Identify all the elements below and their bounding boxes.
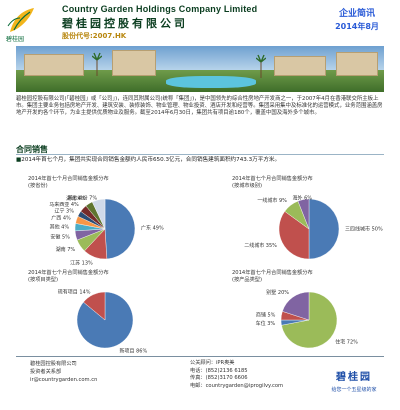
banner-building	[274, 56, 326, 76]
footer-pr-fax: 传真：(852)3170 6606	[190, 375, 248, 381]
pie-slice-label: 一线城市 9%	[257, 197, 287, 204]
brief-date: 2014年8月	[335, 22, 379, 31]
pie-slice-label: 广西 4%	[51, 215, 71, 222]
sales-summary-text: 2014年首七个月，集团共实现合同销售金额约人民币650.3亿元，合同销售建筑面…	[21, 157, 281, 163]
page-header: 碧桂园 Country Garden Holdings Company Limi…	[0, 0, 400, 46]
footer-company-name: 碧桂园控股有限公司	[30, 361, 77, 367]
footer-contact-pr: 公关顾问：iPR奥美 电话：(852)2136 6185 传真：(852)317…	[190, 360, 283, 390]
chart-caption-line: (按项目类型)	[28, 276, 58, 283]
pie-slice-label: 湖南 7%	[56, 246, 76, 253]
pie-slice-label: 安徽 5%	[50, 234, 70, 241]
pie-slice-label: 辽宁 3%	[54, 207, 74, 214]
chart-caption-line: 2014年首七个月合同销售金额分布	[28, 176, 109, 182]
brief-title-box: 企业简讯 2014年8月	[322, 6, 392, 40]
footer-email-link[interactable]: ir@countrygarden.com.cn	[30, 377, 98, 383]
pie-chart-project-type: 新项目 86% 现有项目 14%	[58, 289, 148, 354]
banner-building	[24, 54, 84, 76]
pie-slice	[104, 198, 136, 260]
brief-title: 企业简讯	[338, 9, 375, 19]
footer-pr-name: 公关顾问：iPR奥美	[190, 360, 235, 366]
pie-slice	[308, 198, 340, 260]
pie-slice	[297, 198, 310, 230]
footer-department: 投资者关系部	[30, 369, 62, 375]
chart-caption-4: 2014年首七个月合同销售金额分布 (按产品类型)	[232, 270, 313, 284]
pie-slice-label: 现有项目 14%	[58, 289, 91, 296]
pie-slice-label: 江苏 13%	[70, 260, 93, 267]
footer-contact-company: 碧桂园控股有限公司 投资者关系部 ir@countrygarden.com.cn	[30, 360, 97, 384]
palm-tree-icon	[92, 52, 102, 76]
pie-slice-label: 商铺 5%	[256, 311, 276, 318]
pie-slice	[282, 291, 310, 321]
pie-chart-province: 广东 49% 江苏 13% 湖南 7% 安徽 5% 其他 4%广西 4%辽宁 3%马来西…	[49, 195, 164, 267]
banner-building	[112, 50, 156, 76]
footer-divider	[16, 356, 384, 357]
leaf-logo-icon	[7, 8, 34, 32]
pie-slice-label: 其他 4%	[50, 223, 70, 230]
pie-slice-label: 新项目 86%	[120, 347, 148, 354]
bullet-icon: ■	[16, 157, 22, 163]
chart-caption-1: 2014年首七个月合同销售金额分布 (按省份)	[28, 176, 109, 190]
footer-brand-logo: 碧桂园 给您一个五星级的家	[318, 358, 390, 402]
chart-caption-line: 2014年首七个月合同销售金额分布	[28, 270, 109, 276]
resort-photo-banner	[16, 46, 384, 92]
pie-slice-label: 三四线城市 50%	[345, 226, 383, 233]
footer-pr-email-link[interactable]: 电邮：countrygarden@iprogilvy.com	[190, 382, 284, 389]
pie-slice-label: 车位 3%	[256, 320, 276, 327]
pie-slice	[278, 211, 310, 260]
chart-caption-line: (按产品类型)	[232, 276, 262, 283]
pie-chart-product-type: 住宅 72% 车位 3% 商铺 5% 别墅 20%	[256, 289, 358, 349]
chart-caption-line: 2014年首七个月合同销售金额分布	[232, 176, 313, 182]
banner-building	[336, 52, 378, 76]
pie-slice	[91, 198, 106, 230]
chart-caption-line: (按城市级别)	[232, 182, 262, 189]
company-name-cn: 碧桂园控股有限公司	[62, 17, 188, 30]
chart-caption-line: 2014年首七个月合同销售金额分布	[232, 270, 313, 276]
pie-slice-label: 住宅 72%	[335, 338, 358, 345]
pie-slice	[83, 291, 106, 321]
palm-tree-icon	[256, 54, 266, 78]
pie-slice-label: 广东 49%	[141, 225, 164, 232]
banner-pool	[166, 76, 256, 88]
company-intro: 碧桂园控股有限公司(「碧桂园」或「公司」)，连同其附属公司(统称「集团」)，是中…	[16, 96, 383, 117]
pie-slice-label: 海外 6%	[293, 195, 313, 202]
pie-slice	[281, 291, 338, 349]
footer-brand-name: 碧桂园	[336, 372, 372, 383]
pie-slice-label: 二线城市 35%	[244, 242, 277, 249]
pie-slice-label: 马来西亚 4%	[49, 201, 79, 208]
chart-caption-3: 2014年首七个月合同销售金额分布 (按项目类型)	[28, 270, 109, 284]
logo-text: 碧桂园	[6, 36, 25, 43]
section-divider	[16, 154, 384, 155]
stock-code: 股份代号:2007.HK	[62, 32, 127, 40]
company-name-en: Country Garden Holdings Company Limited	[62, 4, 258, 14]
footer-slogan: 给您一个五星级的家	[331, 387, 377, 393]
chart-caption-2: 2014年首七个月合同销售金额分布 (按城市级别)	[232, 176, 313, 190]
pie-slice-label: 别墅 20%	[266, 289, 289, 296]
pie-slice-label: 湖北 4%	[66, 195, 86, 202]
pie-chart-city-tier: 三四线城市 50% 二线城市 35% 一线城市 9% 海外 6%	[244, 195, 383, 260]
pie-slice-label: 其他省份 7%	[68, 195, 98, 202]
chart-caption-line: (按省份)	[28, 182, 48, 189]
footer-pr-phone: 电话：(852)2136 6185	[190, 367, 248, 374]
section-title-sales: 合同销售	[16, 145, 48, 154]
sales-summary: ■2014年首七个月，集团共实现合同销售金额约人民币650.3亿元，合同销售建筑…	[16, 157, 384, 164]
